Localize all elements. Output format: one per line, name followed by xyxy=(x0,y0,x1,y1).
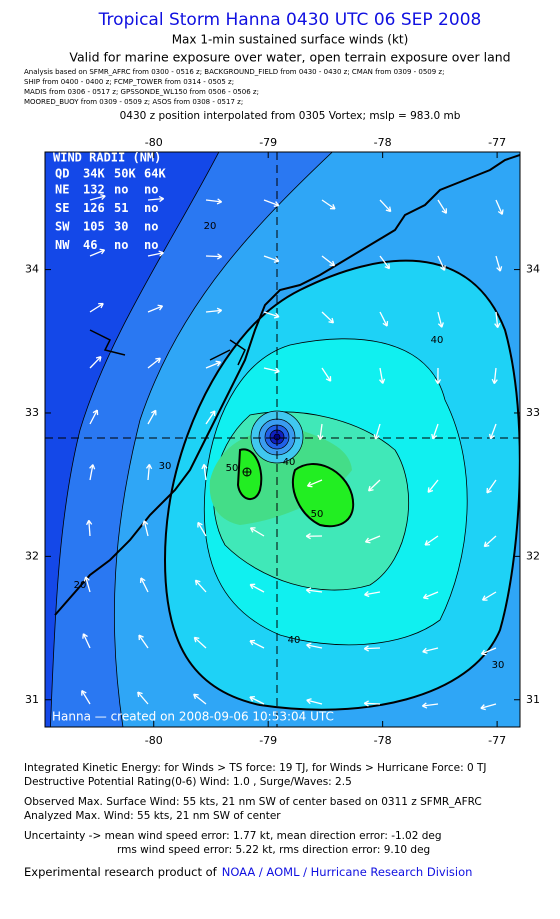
radii-cell: no xyxy=(144,238,158,252)
wind-arrow xyxy=(155,358,160,359)
contour-label: 40 xyxy=(283,457,296,468)
contour-label: 40 xyxy=(288,635,301,646)
lon-label: -80 xyxy=(145,734,163,747)
source-line: SHIP from 0400 - 0400 z; FCMP_TOWER from… xyxy=(24,78,234,86)
subtitle: Max 1-min sustained surface winds (kt) xyxy=(172,33,409,47)
radii-header: 50K xyxy=(114,167,136,181)
radii-cell: no xyxy=(114,183,128,197)
radii-title: WIND RADII (NM) xyxy=(53,151,161,165)
lon-label: -78 xyxy=(374,734,392,747)
radii-cell: 132 xyxy=(83,183,105,197)
wind-arrow xyxy=(364,703,380,704)
footer-line: Analyzed Max. Wind: 55 kts, 21 nm SW of … xyxy=(24,810,281,822)
radii-cell: 126 xyxy=(83,201,105,215)
radii-cell: SW xyxy=(55,220,70,234)
contour-label: 50 xyxy=(226,463,239,474)
radii-cell: 51 xyxy=(114,201,128,215)
source-line: MADIS from 0306 - 0517 z; GPSSONDE_WL150… xyxy=(24,88,259,96)
lat-label: 31 xyxy=(25,693,39,706)
lon-label: -79 xyxy=(259,734,277,747)
wind-arrow xyxy=(364,648,380,649)
lat-label: 32 xyxy=(25,549,39,562)
radii-cell: no xyxy=(144,201,158,215)
contour-label: 40 xyxy=(431,335,444,346)
contour-label: 20 xyxy=(74,580,87,591)
radii-header: QD xyxy=(55,167,69,181)
radii-cell: 46 xyxy=(83,238,97,252)
wind-arrow xyxy=(100,249,105,250)
radii-cell: no xyxy=(144,183,158,197)
footer-line: Integrated Kinetic Energy: for Winds > T… xyxy=(24,762,486,774)
link[interactable]: NOAA / AOML / Hurricane Research Divisio… xyxy=(222,865,473,879)
contour-label: 30 xyxy=(159,461,172,472)
radii-cell: NE xyxy=(55,183,69,197)
position-note: 0430 z position interpolated from 0305 V… xyxy=(120,110,461,122)
footer-line: rms wind speed error: 5.22 kt, rms direc… xyxy=(117,844,430,856)
footer-line: Observed Max. Surface Wind: 55 kts, 21 n… xyxy=(24,796,482,808)
credit: Hanna — created on 2008-09-06 10:53:04 U… xyxy=(52,710,334,724)
lon-label: -77 xyxy=(488,136,506,149)
contour-label: 30 xyxy=(492,660,505,671)
product-text: Experimental research product of xyxy=(24,865,218,879)
wind-arrow xyxy=(445,265,446,270)
radii-cell: NW xyxy=(55,238,70,252)
radii-cell: no xyxy=(144,220,158,234)
wind-arrow xyxy=(206,256,222,257)
wind-arrow xyxy=(481,654,486,655)
radii-header: 64K xyxy=(144,167,166,181)
lon-label: -80 xyxy=(145,136,163,149)
lat-label: 34 xyxy=(526,263,540,276)
lon-label: -78 xyxy=(374,136,392,149)
radii-cell: 30 xyxy=(114,220,128,234)
wind-arrow xyxy=(274,206,279,207)
contour-label: 20 xyxy=(204,221,217,232)
radii-header: 34K xyxy=(83,167,105,181)
title: Tropical Storm Hanna 0430 UTC 06 SEP 200… xyxy=(98,10,482,30)
footer-line: Uncertainty -> mean wind speed error: 1.… xyxy=(24,830,442,842)
source-line: Analysis based on SFMR_AFRC from 0300 - … xyxy=(24,68,444,76)
wind-arrow xyxy=(490,434,491,439)
wind-arrow xyxy=(138,692,139,697)
validity: Valid for marine exposure over water, op… xyxy=(69,50,510,65)
radii-cell: 105 xyxy=(83,220,105,234)
lon-label: -77 xyxy=(488,734,506,747)
wind-arrow xyxy=(423,598,428,599)
source-line: MOORED_BUOY from 0309 - 0509 z; ASOS fro… xyxy=(24,98,243,106)
lon-label: -79 xyxy=(259,136,277,149)
footer-line: Destructive Potential Rating(0-6) Wind: … xyxy=(24,776,352,788)
product-note: Experimental research product of NOAA / A… xyxy=(24,865,472,879)
radii-cell: no xyxy=(114,238,128,252)
lat-label: 33 xyxy=(526,406,540,419)
lat-label: 32 xyxy=(526,549,540,562)
lat-label: 31 xyxy=(526,693,540,706)
contour-label: 50 xyxy=(311,509,324,520)
lat-label: 34 xyxy=(25,263,39,276)
wind-arrow xyxy=(158,305,163,306)
wind-arrow xyxy=(196,580,197,585)
wind-arrow xyxy=(365,542,370,543)
lat-label: 33 xyxy=(25,406,39,419)
wind-arrow xyxy=(83,634,84,639)
wind-arrow xyxy=(307,486,312,487)
wind-arrow xyxy=(216,361,221,362)
radii-cell: SE xyxy=(55,201,69,215)
wind-arrow xyxy=(502,209,503,214)
